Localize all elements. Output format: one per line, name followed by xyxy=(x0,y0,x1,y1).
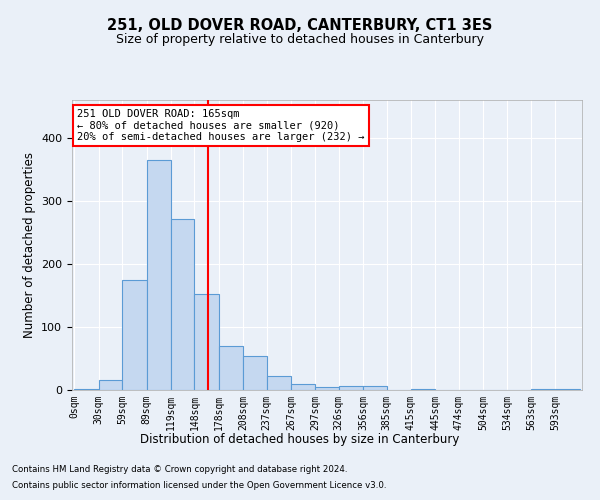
Bar xyxy=(74,388,99,390)
Bar xyxy=(171,218,194,390)
Bar xyxy=(291,384,315,390)
Bar xyxy=(315,387,339,390)
Text: 251 OLD DOVER ROAD: 165sqm
← 80% of detached houses are smaller (920)
20% of sem: 251 OLD DOVER ROAD: 165sqm ← 80% of deta… xyxy=(77,108,365,142)
Text: Contains public sector information licensed under the Open Government Licence v3: Contains public sector information licen… xyxy=(12,480,386,490)
Bar xyxy=(122,280,146,390)
Bar xyxy=(99,380,122,390)
Bar xyxy=(219,346,243,390)
Bar xyxy=(266,376,291,390)
Bar xyxy=(339,386,363,390)
Bar xyxy=(194,294,219,390)
Text: Distribution of detached houses by size in Canterbury: Distribution of detached houses by size … xyxy=(140,432,460,446)
Text: Contains HM Land Registry data © Crown copyright and database right 2024.: Contains HM Land Registry data © Crown c… xyxy=(12,466,347,474)
Bar xyxy=(243,356,266,390)
Text: 251, OLD DOVER ROAD, CANTERBURY, CT1 3ES: 251, OLD DOVER ROAD, CANTERBURY, CT1 3ES xyxy=(107,18,493,32)
Text: Size of property relative to detached houses in Canterbury: Size of property relative to detached ho… xyxy=(116,32,484,46)
Bar xyxy=(363,386,386,390)
Bar xyxy=(146,160,171,390)
Y-axis label: Number of detached properties: Number of detached properties xyxy=(23,152,35,338)
